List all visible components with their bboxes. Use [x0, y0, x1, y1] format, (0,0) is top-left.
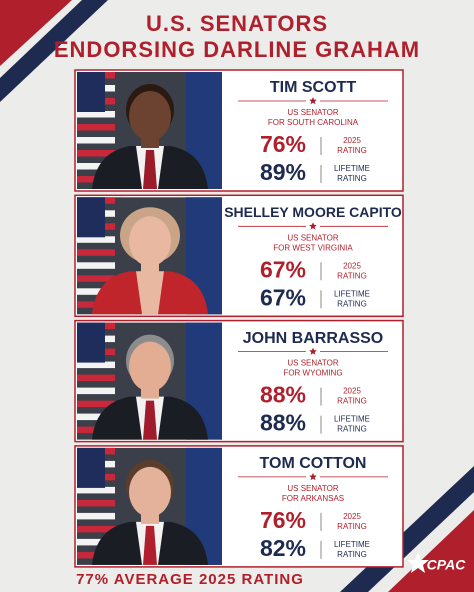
rating-label: LIFETIME	[334, 540, 370, 549]
flag-canton	[77, 322, 105, 363]
flag-stripe	[77, 400, 115, 408]
flag-stripe	[77, 387, 115, 395]
flag-stripe	[77, 374, 115, 382]
senator-role: US SENATOR	[287, 108, 338, 117]
rating-label: RATING	[337, 397, 367, 406]
star	[309, 472, 317, 481]
senator-role: FOR WYOMING	[283, 369, 342, 378]
face	[129, 216, 171, 267]
senator-name: SHELLEY MOORE CAPITO	[224, 204, 402, 220]
shirt	[136, 271, 164, 315]
flag-canton	[77, 72, 105, 112]
rating-label: RATING	[337, 174, 367, 183]
flag-stripe	[77, 538, 115, 546]
rating-value: 67%	[260, 284, 306, 310]
star	[309, 97, 317, 105]
rating-value: 67%	[260, 256, 306, 282]
rating-label: 2025	[343, 261, 361, 270]
flag-stripe	[77, 137, 115, 144]
flag-stripe	[77, 124, 115, 131]
rating-value: 89%	[260, 159, 306, 185]
rating-label: 2025	[343, 512, 361, 521]
senator-role: US SENATOR	[287, 359, 338, 368]
star	[309, 222, 317, 230]
rating-value: 88%	[260, 382, 306, 408]
flag-stripe	[77, 249, 115, 256]
corner-red	[0, 0, 72, 66]
flag-stripe	[77, 361, 115, 369]
rating-label: RATING	[337, 550, 367, 559]
rating-value: 82%	[260, 535, 306, 561]
rating-label: RATING	[337, 271, 367, 280]
face	[129, 466, 171, 517]
rating-value: 76%	[260, 131, 306, 157]
logo: CPAC	[427, 557, 467, 573]
rating-label: LIFETIME	[334, 415, 370, 424]
flag-stripe	[77, 413, 115, 421]
rating-label: RATING	[337, 146, 367, 155]
senator-name: JOHN BARRASSO	[243, 330, 383, 347]
flag-stripe	[77, 288, 115, 295]
rating-label: RATING	[337, 299, 367, 308]
senator-name: TOM COTTON	[260, 455, 367, 472]
flag-stripe	[77, 111, 115, 118]
flag-canton	[77, 447, 105, 488]
flag-stripe	[77, 512, 115, 520]
senator-role: FOR ARKANSAS	[282, 494, 344, 503]
senator-name: TIM SCOTT	[270, 79, 356, 96]
flag-stripe	[77, 525, 115, 533]
title: U.S. SENATORS	[146, 11, 328, 36]
flag-stripe	[77, 150, 115, 157]
flag-stripe	[77, 486, 115, 494]
flag-stripe	[77, 499, 115, 507]
star	[309, 347, 317, 355]
flag-stripe	[77, 163, 115, 170]
flag-canton	[77, 197, 105, 238]
tie	[143, 150, 157, 189]
corner-navy	[0, 0, 108, 102]
title: ENDORSING DARLINE GRAHAM	[54, 37, 420, 62]
rating-label: 2025	[343, 387, 361, 396]
rating-label: 2025	[343, 136, 361, 145]
rating-value: 88%	[260, 410, 306, 436]
rating-label: LIFETIME	[334, 164, 370, 173]
face	[129, 341, 171, 392]
tie	[143, 400, 157, 440]
face	[129, 91, 171, 141]
flag-stripe	[77, 236, 115, 243]
rating-label: RATING	[337, 522, 367, 531]
senator-role: US SENATOR	[287, 233, 338, 242]
tie	[143, 525, 157, 565]
rating-label: LIFETIME	[334, 289, 370, 298]
rating-label: RATING	[337, 425, 367, 434]
flag-stripe	[77, 262, 115, 269]
logo-star	[407, 552, 429, 573]
senator-role: FOR SOUTH CAROLINA	[268, 118, 359, 127]
corner-red	[388, 510, 474, 592]
senator-role: FOR WEST VIRGINIA	[273, 243, 353, 252]
rating-value: 76%	[260, 507, 306, 533]
senator-role: US SENATOR	[287, 484, 338, 493]
flag-stripe	[77, 275, 115, 282]
footer: 77% AVERAGE 2025 RATING	[76, 571, 304, 588]
